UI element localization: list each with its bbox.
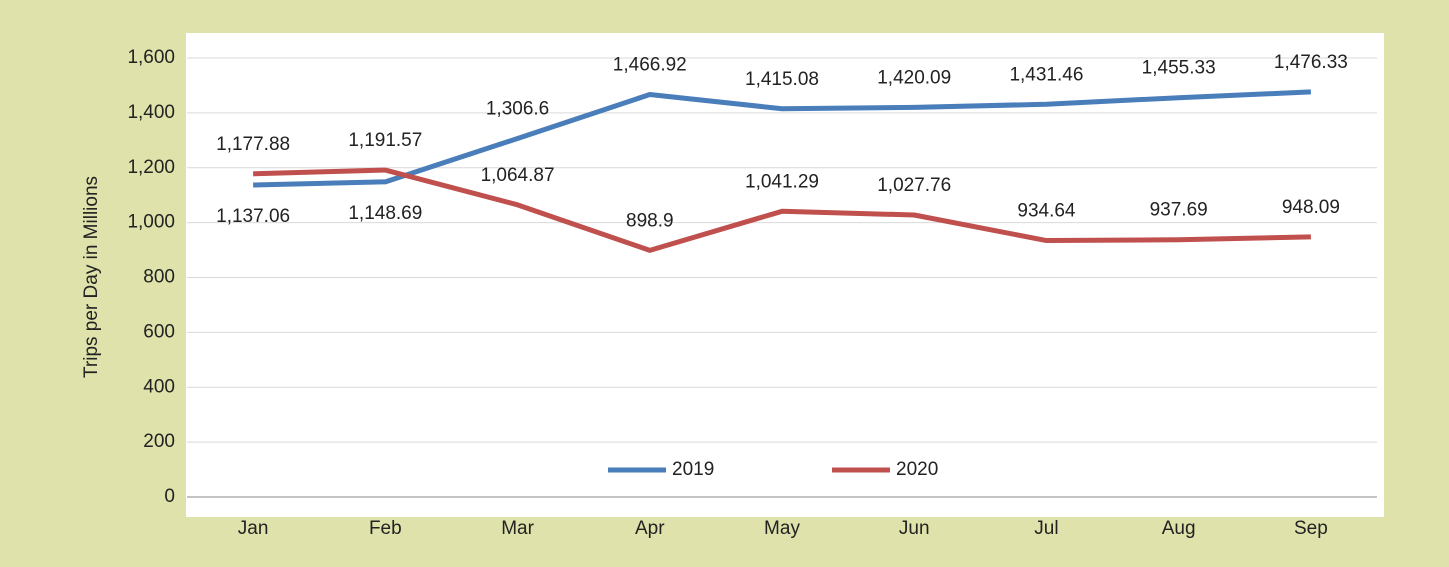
data-label: 1,420.09 <box>877 67 951 88</box>
data-label: 1,431.46 <box>1009 64 1083 85</box>
data-label: 1,476.33 <box>1274 52 1348 73</box>
x-tick-label: Apr <box>635 518 665 539</box>
y-tick-label: 800 <box>143 267 175 288</box>
data-label: 934.64 <box>1017 201 1076 222</box>
y-tick-label: 1,600 <box>127 47 175 68</box>
x-tick-label: Jan <box>238 518 269 539</box>
data-label: 948.09 <box>1282 197 1340 218</box>
data-label: 1,415.08 <box>745 69 819 90</box>
data-label: 1,306.6 <box>486 99 549 120</box>
data-label: 937.69 <box>1150 200 1208 221</box>
data-label: 1,148.69 <box>348 203 422 224</box>
y-tick-label: 1,400 <box>127 102 175 123</box>
x-tick-label: Mar <box>501 518 534 539</box>
data-label: 1,455.33 <box>1142 58 1216 79</box>
y-tick-label: 600 <box>143 321 175 342</box>
data-label: 1,041.29 <box>745 171 819 192</box>
data-label: 1,466.92 <box>613 55 687 76</box>
data-label: 1,177.88 <box>216 134 290 155</box>
line-series <box>253 167 1311 253</box>
legend-label: 2020 <box>896 459 938 480</box>
y-axis-label: Trips per Day in Millions <box>81 176 102 378</box>
line-series <box>253 89 1311 188</box>
data-label: 1,027.76 <box>877 175 951 196</box>
data-label: 898.9 <box>626 210 674 231</box>
y-tick-label: 1,200 <box>127 157 175 178</box>
x-tick-label: Feb <box>369 518 402 539</box>
y-tick-label: 400 <box>143 376 175 397</box>
y-tick-label: 0 <box>164 486 175 507</box>
y-tick-label: 1,000 <box>127 212 175 233</box>
y-tick-label: 200 <box>143 431 175 452</box>
x-tick-label: Aug <box>1162 518 1196 539</box>
data-label: 1,137.06 <box>216 206 290 227</box>
data-label: 1,191.57 <box>348 130 422 151</box>
data-label: 1,064.87 <box>481 165 555 186</box>
x-tick-label: Jul <box>1034 518 1058 539</box>
x-tick-label: May <box>764 518 800 539</box>
legend-label: 2019 <box>672 459 714 480</box>
plot-area <box>186 33 1384 517</box>
x-tick-label: Sep <box>1294 518 1328 539</box>
x-tick-label: Jun <box>899 518 930 539</box>
